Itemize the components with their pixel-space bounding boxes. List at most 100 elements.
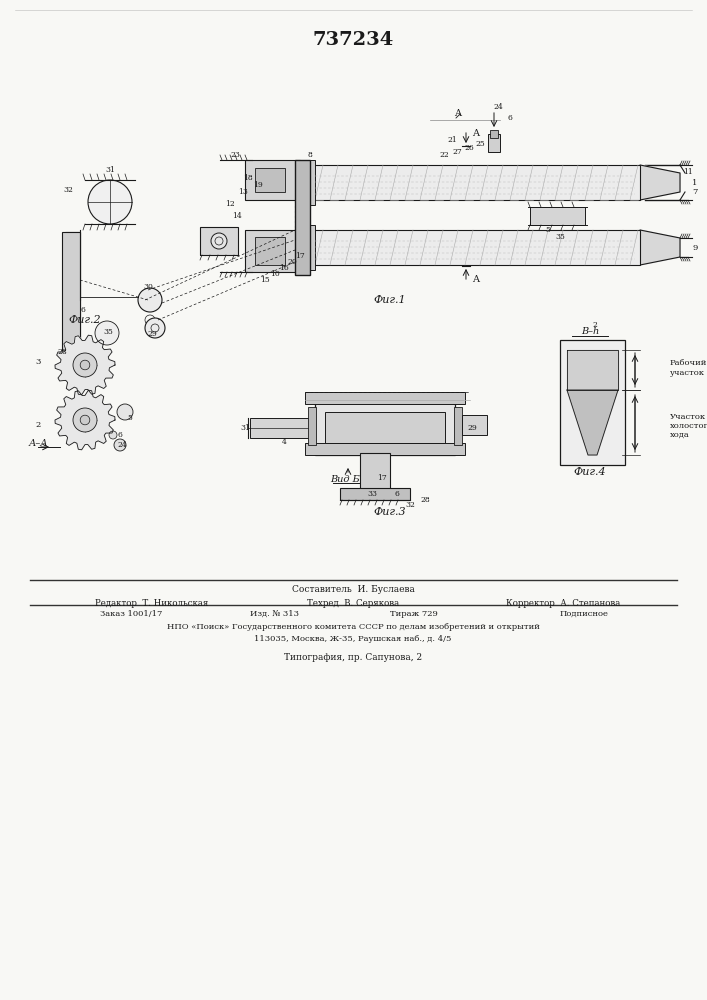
Circle shape <box>88 180 132 224</box>
Circle shape <box>80 415 90 425</box>
Text: Техред  В. Серякова: Техред В. Серякова <box>307 599 399 608</box>
Text: 6: 6 <box>508 114 513 122</box>
Bar <box>488 134 500 152</box>
Bar <box>295 160 310 275</box>
Text: 31: 31 <box>105 166 115 174</box>
Text: Подписное: Подписное <box>560 610 609 618</box>
Text: 33: 33 <box>367 490 377 498</box>
Circle shape <box>73 408 97 432</box>
Text: 24: 24 <box>493 103 503 111</box>
Bar <box>462 415 487 435</box>
Circle shape <box>117 404 133 420</box>
Polygon shape <box>640 230 680 265</box>
Text: 5: 5 <box>127 414 132 422</box>
Text: 26: 26 <box>464 144 474 152</box>
Text: 31: 31 <box>240 424 250 432</box>
Text: Типография, пр. Сапунова, 2: Типография, пр. Сапунова, 2 <box>284 652 422 662</box>
Text: 2: 2 <box>35 421 40 429</box>
Polygon shape <box>567 350 618 390</box>
Bar <box>315 400 455 455</box>
Text: 737234: 737234 <box>312 31 394 49</box>
Circle shape <box>109 431 117 439</box>
Bar <box>245 160 300 200</box>
Text: 7: 7 <box>692 188 698 196</box>
Text: 29: 29 <box>147 330 157 338</box>
Bar <box>454 407 462 445</box>
Bar <box>310 165 640 200</box>
Text: 17: 17 <box>377 474 387 482</box>
Text: 3: 3 <box>35 358 41 366</box>
Bar <box>360 453 390 490</box>
Text: 29: 29 <box>467 424 477 432</box>
Circle shape <box>80 360 90 370</box>
Text: 21: 21 <box>447 136 457 144</box>
Text: 30: 30 <box>143 283 153 291</box>
Bar <box>490 130 498 138</box>
Text: 27: 27 <box>452 148 462 156</box>
Text: A: A <box>455 109 462 118</box>
Polygon shape <box>55 390 115 450</box>
Text: 1: 1 <box>692 179 698 187</box>
Bar <box>325 412 445 443</box>
Text: 12: 12 <box>225 200 235 208</box>
Bar <box>310 230 640 265</box>
Text: 4: 4 <box>281 438 286 446</box>
Text: Составитель  И. Буслаева: Составитель И. Буслаева <box>291 584 414 593</box>
Polygon shape <box>640 165 680 200</box>
Text: 17: 17 <box>295 252 305 260</box>
Text: 6: 6 <box>117 431 122 439</box>
Circle shape <box>138 288 162 312</box>
Text: Фиг.3: Фиг.3 <box>374 507 407 517</box>
Text: 32: 32 <box>405 501 415 509</box>
Bar <box>305 225 315 270</box>
Bar <box>255 237 285 265</box>
Bar <box>62 232 80 362</box>
Text: 6: 6 <box>81 306 86 314</box>
Circle shape <box>145 318 165 338</box>
Text: A: A <box>472 274 479 284</box>
Text: Фиг.4: Фиг.4 <box>573 467 607 477</box>
Text: Фиг.2: Фиг.2 <box>69 315 101 325</box>
Bar <box>200 227 238 255</box>
Text: 22: 22 <box>439 151 449 159</box>
Text: 14: 14 <box>232 212 242 220</box>
Text: 113035, Москва, Ж-35, Раушская наб., д. 4/5: 113035, Москва, Ж-35, Раушская наб., д. … <box>255 635 452 643</box>
Text: 2: 2 <box>592 321 597 329</box>
Text: НПО «Поиск» Государственного комитета СССР по делам изобретений и открытий: НПО «Поиск» Государственного комитета СС… <box>167 623 539 631</box>
Text: 28: 28 <box>57 348 67 356</box>
Text: 28: 28 <box>420 496 430 504</box>
Text: 6: 6 <box>395 490 399 498</box>
Circle shape <box>211 233 227 249</box>
Circle shape <box>73 353 97 377</box>
Text: 35: 35 <box>103 328 113 336</box>
Text: A: A <box>472 128 479 137</box>
Text: 19: 19 <box>253 181 263 189</box>
Circle shape <box>114 439 126 451</box>
Bar <box>65 232 80 362</box>
Text: 16: 16 <box>279 264 289 272</box>
Text: Фиг.1: Фиг.1 <box>374 295 407 305</box>
Text: Участок
холостого
хода: Участок холостого хода <box>670 413 707 439</box>
Text: 5: 5 <box>546 226 551 234</box>
Text: 13: 13 <box>238 188 248 196</box>
Bar <box>530 207 585 225</box>
Text: Вид Б: Вид Б <box>330 476 360 485</box>
Text: Рабочий
участок: Рабочий участок <box>670 359 707 377</box>
Bar <box>255 168 285 192</box>
Text: 15: 15 <box>260 276 270 284</box>
Text: Корректор  А. Степанова: Корректор А. Степанова <box>506 599 620 608</box>
Bar <box>305 392 465 404</box>
Text: 20: 20 <box>287 258 297 266</box>
Text: 35: 35 <box>555 233 565 241</box>
Text: 10: 10 <box>270 270 280 278</box>
Bar <box>305 443 465 455</box>
Text: 11: 11 <box>683 168 693 176</box>
Text: Заказ 1001/17: Заказ 1001/17 <box>100 610 163 618</box>
Bar <box>308 407 316 445</box>
Bar <box>340 488 410 500</box>
Bar <box>245 230 300 272</box>
Text: Редактор  Т. Никольская: Редактор Т. Никольская <box>95 599 209 608</box>
Circle shape <box>95 321 119 345</box>
Text: B–h: B–h <box>581 328 599 336</box>
Text: Тираж 729: Тираж 729 <box>390 610 438 618</box>
